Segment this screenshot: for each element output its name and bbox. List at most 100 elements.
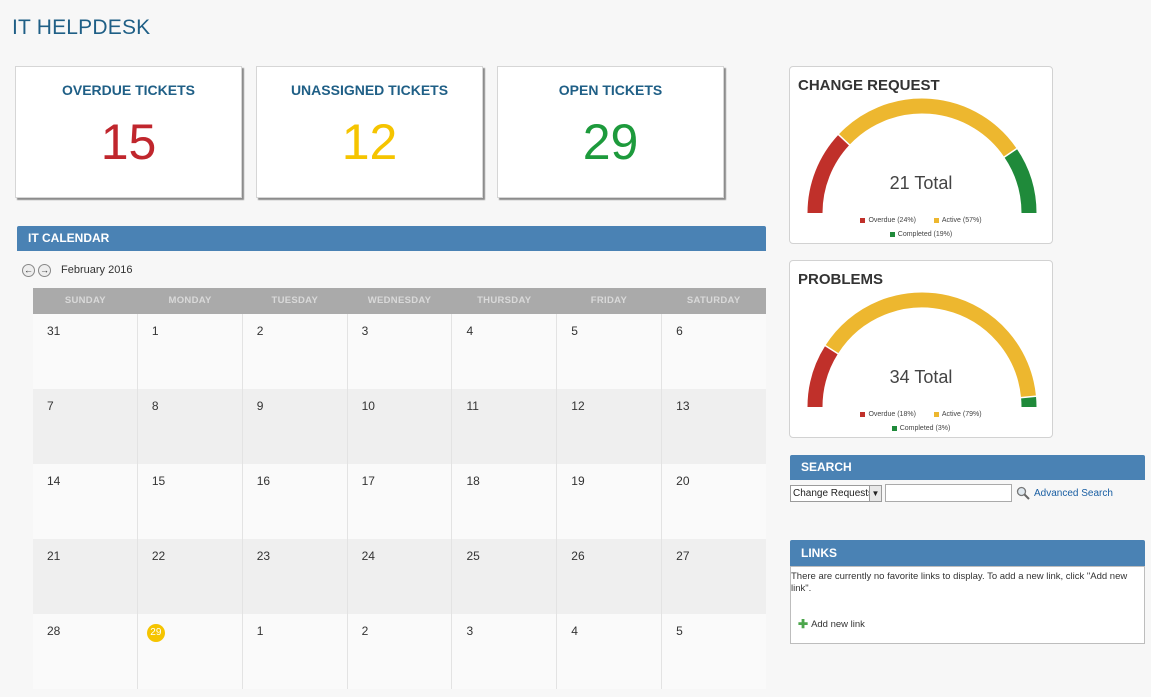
weekday-label: TUESDAY <box>271 295 319 306</box>
calendar-day-number: 1 <box>256 624 264 638</box>
calendar-day-cell[interactable]: 1 <box>138 314 243 389</box>
calendar-day-cell[interactable]: 7 <box>33 389 138 464</box>
next-month-button[interactable]: → <box>38 263 51 277</box>
search-icon[interactable] <box>1016 486 1030 500</box>
kpi-value: 29 <box>582 114 639 170</box>
weekday-label: FRIDAY <box>590 295 628 306</box>
calendar-day-cell[interactable]: 4 <box>557 614 663 689</box>
calendar-day-cell[interactable]: 23 <box>243 539 348 614</box>
calendar-day-cell[interactable]: 13 <box>662 389 766 464</box>
gauge-segment <box>807 134 850 214</box>
gauge-segment <box>825 292 1036 398</box>
calendar-day-number: 18 <box>466 474 480 488</box>
legend-swatch <box>889 231 895 237</box>
calendar-day-cell[interactable]: 8 <box>138 389 243 464</box>
legend-item-completed: Completed (19%) <box>889 231 952 238</box>
calendar-day-cell[interactable]: 31 <box>33 314 138 389</box>
calendar-week-row: 28 29 1 2 3 4 5 <box>33 614 766 689</box>
search-input[interactable] <box>885 484 1012 502</box>
calendar-month: February 2016 <box>61 264 133 276</box>
calendar-day-number: 21 <box>47 549 61 563</box>
problems-gauge <box>807 292 1038 408</box>
legend-label: Active (57%) <box>941 217 982 224</box>
calendar-day-cell[interactable]: 5 <box>662 614 766 689</box>
gauge-legend: Completed (19%) <box>790 231 1052 238</box>
calendar-day-cell[interactable]: 1 <box>243 614 348 689</box>
legend-swatch <box>933 411 939 417</box>
calendar-day-cell[interactable]: 25 <box>452 539 558 614</box>
calendar-day-cell[interactable]: 17 <box>348 464 453 539</box>
advanced-search-link[interactable]: Advanced Search <box>1034 487 1113 499</box>
weekday-label: MONDAY <box>168 295 212 306</box>
gauge-segment <box>807 345 839 408</box>
calendar-header: IT CALENDAR <box>17 226 766 251</box>
problems-total: 34 Total <box>889 367 953 387</box>
add-new-link-label: Add new link <box>811 618 865 630</box>
calendar-day-cell[interactable]: 16 <box>243 464 348 539</box>
legend-swatch <box>891 425 897 431</box>
change-request-widget: CHANGE REQUEST 21 Total Overdue (24%) Ac… <box>789 66 1053 244</box>
calendar-day-cell[interactable]: 21 <box>33 539 138 614</box>
overdue-tickets-card[interactable]: OVERDUE TICKETS 15 <box>15 66 242 198</box>
calendar-day-number: 22 <box>151 549 166 563</box>
calendar-day-cell[interactable]: 24 <box>348 539 453 614</box>
calendar-day-cell[interactable]: 14 <box>33 464 138 539</box>
calendar-day-cell[interactable]: 26 <box>557 539 663 614</box>
calendar-day-cell[interactable]: 9 <box>243 389 348 464</box>
change-request-gauge <box>807 98 1037 214</box>
chevron-down-icon[interactable]: ▼ <box>869 485 881 501</box>
gauge-separator <box>1019 395 1038 399</box>
add-new-link-button[interactable]: ✚ Add new link <box>798 617 865 631</box>
calendar-day-cell[interactable]: 10 <box>348 389 453 464</box>
calendar-day-number: 5 <box>676 624 683 638</box>
calendar-day-number: 19 <box>571 474 585 488</box>
legend-swatch <box>860 217 866 223</box>
calendar-day-cell[interactable]: 2 <box>348 614 453 689</box>
calendar-day-number: 7 <box>47 399 54 413</box>
calendar-day-cell[interactable]: 22 <box>138 539 243 614</box>
calendar-day-number: 1 <box>151 324 159 338</box>
search-type-select[interactable]: Change Requests ▼ <box>790 484 882 502</box>
calendar-day-cell[interactable]: 4 <box>452 314 558 389</box>
weekday-label: WEDNESDAY <box>367 295 432 306</box>
calendar-day-cell[interactable]: 19 <box>557 464 663 539</box>
legend-label: Completed (3%) <box>899 425 951 432</box>
calendar-day-number: 10 <box>361 399 375 413</box>
calendar-day-cell[interactable]: 18 <box>452 464 558 539</box>
gauge-separator <box>837 133 851 147</box>
links-header: LINKS <box>790 540 1145 566</box>
unassigned-tickets-card[interactable]: UNASSIGNED TICKETS 12 <box>256 66 483 198</box>
calendar-day-cell[interactable]: 6 <box>662 314 766 389</box>
calendar-day-cell[interactable]: 2 <box>243 314 348 389</box>
calendar-day-cell[interactable]: 15 <box>138 464 243 539</box>
calendar-day-cell[interactable]: 11 <box>452 389 558 464</box>
links-empty-message: There are currently no favorite links to… <box>791 571 1128 594</box>
weekday-label: SATURDAY <box>686 295 741 306</box>
open-tickets-card[interactable]: OPEN TICKETS 29 <box>497 66 724 198</box>
legend-item-overdue: Overdue (18%) <box>860 411 916 418</box>
kpi-value: 12 <box>341 114 398 170</box>
problems-title: PROBLEMS <box>798 271 884 288</box>
today-badge: 29 <box>146 624 165 642</box>
calendar-day-number: 17 <box>361 474 375 488</box>
problems-widget: PROBLEMS 34 Total Overdue (18%) Active (… <box>789 260 1053 438</box>
calendar-day-cell[interactable]: 29 <box>138 614 243 689</box>
calendar-day-cell[interactable]: 3 <box>452 614 558 689</box>
weekday-label: THURSDAY <box>477 295 532 306</box>
legend-swatch <box>933 217 939 223</box>
calendar-day-cell[interactable]: 12 <box>557 389 663 464</box>
calendar-day-number: 2 <box>256 324 264 338</box>
calendar-day-cell[interactable]: 27 <box>662 539 766 614</box>
calendar-day-cell[interactable]: 20 <box>662 464 766 539</box>
calendar-day-cell[interactable]: 3 <box>348 314 453 389</box>
prev-month-button[interactable]: ← <box>22 263 35 277</box>
calendar-day-number: 31 <box>47 324 61 338</box>
change-request-total: 21 Total <box>889 173 953 193</box>
calendar-nav: ← → February 2016 <box>22 262 133 278</box>
calendar-day-cell[interactable]: 5 <box>557 314 663 389</box>
kpi-label: OPEN TICKETS <box>558 82 663 98</box>
gauge-segment <box>838 98 1017 158</box>
gauge-legend: Completed (3%) <box>790 425 1052 432</box>
calendar-day-number: 3 <box>361 324 369 338</box>
calendar-day-cell[interactable]: 28 <box>33 614 138 689</box>
